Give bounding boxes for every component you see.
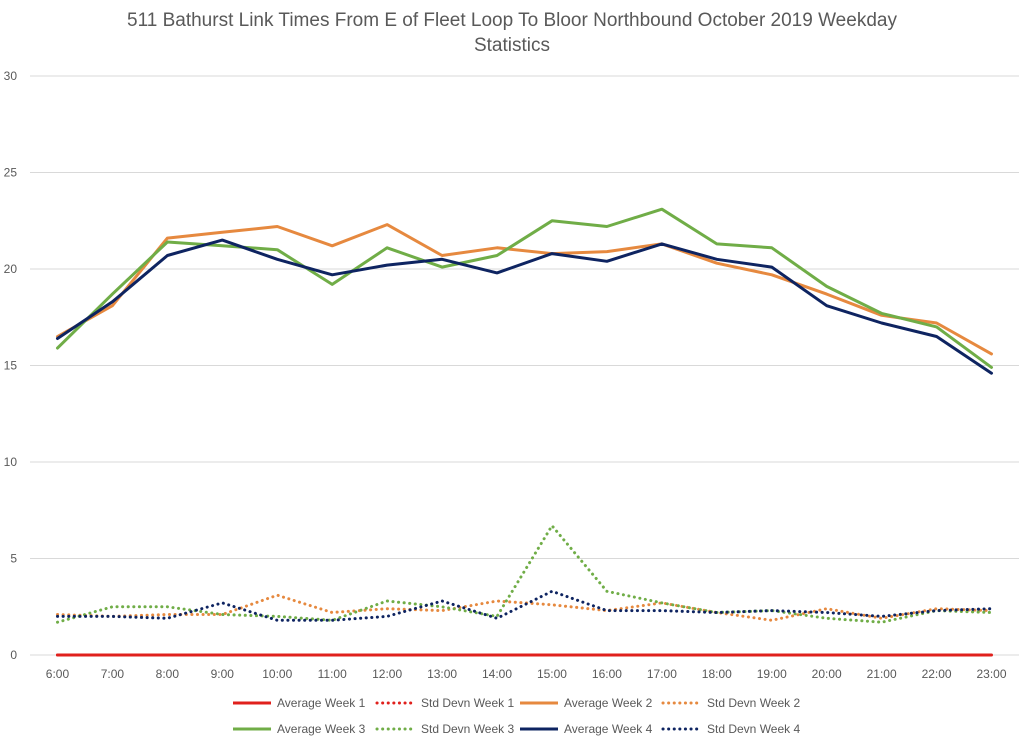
legend-entry-std-devn-week-1: Std Devn Week 1	[375, 696, 514, 710]
y-axis-ticks: 0 5 10 15 20 25 30	[4, 69, 18, 662]
y-tick-label: 15	[4, 359, 18, 373]
legend-label: Average Week 3	[277, 722, 366, 736]
series-line-std-devn-week-4	[56, 589, 993, 622]
series-line-average-week-2	[56, 223, 993, 356]
series-line-std-devn-week-2	[56, 593, 993, 622]
series-line-average-week-3	[56, 207, 993, 369]
y-tick-label: 20	[4, 262, 18, 276]
x-tick-label: 9:00	[211, 667, 235, 681]
series-line-std-devn-week-3	[56, 524, 993, 624]
legend-entry-average-week-3: Average Week 3	[233, 722, 366, 736]
y-tick-label: 0	[10, 648, 17, 662]
y-tick-label: 5	[10, 552, 17, 566]
chart-title-line-2: Statistics	[474, 35, 550, 56]
x-tick-label: 20:00	[812, 667, 842, 681]
legend-label: Std Devn Week 1	[421, 696, 514, 710]
x-tick-label: 13:00	[427, 667, 457, 681]
x-tick-label: 16:00	[592, 667, 622, 681]
x-tick-label: 23:00	[977, 667, 1007, 681]
legend-entry-average-week-1: Average Week 1	[233, 696, 366, 710]
legend-label: Std Devn Week 4	[707, 722, 800, 736]
legend-entry-average-week-2: Average Week 2	[520, 696, 653, 710]
legend-entry-std-devn-week-3: Std Devn Week 3	[375, 722, 514, 736]
legend-label: Average Week 4	[564, 722, 653, 736]
chart-title-line-1: 511 Bathurst Link Times From E of Fleet …	[127, 10, 897, 31]
legend-entry-std-devn-week-2: Std Devn Week 2	[661, 696, 800, 710]
y-tick-label: 30	[4, 69, 18, 83]
gridlines	[30, 75, 1019, 656]
x-tick-label: 11:00	[318, 667, 347, 681]
legend-entry-average-week-4: Average Week 4	[520, 722, 653, 736]
legend-entry-std-devn-week-4: Std Devn Week 4	[661, 722, 800, 736]
y-tick-label: 25	[4, 166, 18, 180]
legend-label: Std Devn Week 3	[421, 722, 514, 736]
series-lines	[56, 207, 993, 657]
legend: Average Week 1 Std Devn Week 1 Average Wee…	[233, 696, 800, 736]
x-tick-label: 18:00	[702, 667, 732, 681]
chart-title: 511 Bathurst Link Times From E of Fleet …	[127, 10, 897, 56]
legend-label: Std Devn Week 2	[707, 696, 800, 710]
x-tick-label: 21:00	[867, 667, 897, 681]
x-tick-label: 12:00	[372, 667, 402, 681]
series-line-average-week-4	[56, 238, 993, 375]
y-tick-label: 10	[4, 455, 18, 469]
x-tick-label: 7:00	[101, 667, 125, 681]
x-axis-ticks: 6:00 7:00 8:00 9:00 10:00 11:00 12:00 13:00 14:0…	[46, 667, 1007, 681]
x-tick-label: 10:00	[262, 667, 292, 681]
x-tick-label: 15:00	[537, 667, 567, 681]
x-tick-label: 19:00	[757, 667, 787, 681]
x-tick-label: 6:00	[46, 667, 70, 681]
x-tick-label: 22:00	[922, 667, 952, 681]
x-tick-label: 8:00	[156, 667, 180, 681]
legend-label: Average Week 2	[564, 696, 653, 710]
x-tick-label: 14:00	[482, 667, 512, 681]
legend-label: Average Week 1	[277, 696, 366, 710]
x-tick-label: 17:00	[647, 667, 677, 681]
